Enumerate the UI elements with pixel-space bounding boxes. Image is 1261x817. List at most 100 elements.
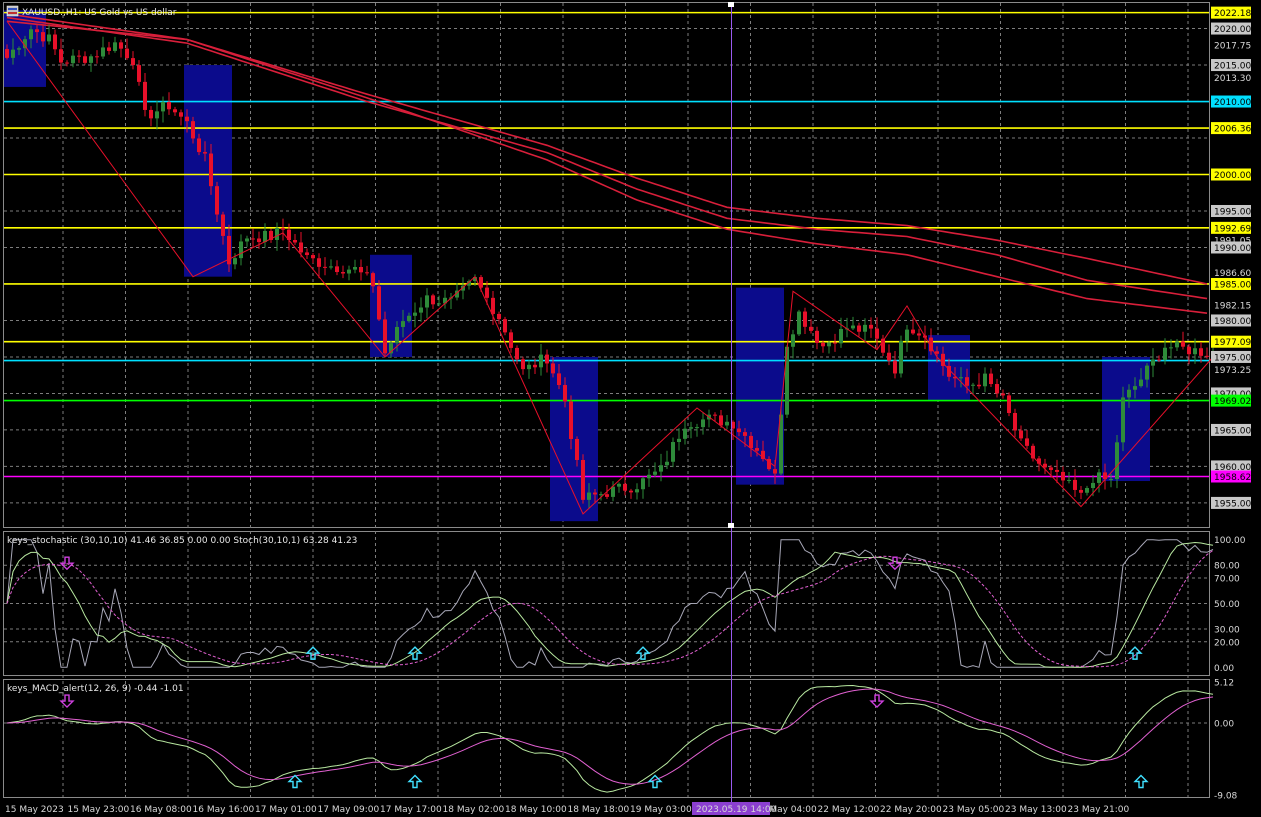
candle-bull [527, 364, 531, 370]
price-label: 2020.00 [1214, 25, 1251, 35]
candle-bull [239, 241, 243, 259]
candle-bear [167, 101, 171, 110]
candle-bear [1199, 348, 1203, 356]
candle-bull [413, 312, 417, 316]
stoch-fast-line [6, 539, 1214, 668]
candle-bull [263, 230, 267, 243]
candle-bear [53, 34, 57, 50]
time-label: 15 May 23:00 [68, 805, 130, 815]
candle-bull [1097, 472, 1101, 483]
candle-bull [401, 321, 405, 327]
price-label-box [1211, 168, 1251, 181]
candle-bear [35, 29, 39, 33]
candle-bear [935, 351, 939, 354]
candle-bear [605, 494, 609, 497]
stoch-axis-label: 50.00 [1214, 600, 1240, 610]
candle-bull [245, 238, 249, 242]
macd-panel [6, 684, 1214, 793]
price-label-box [1211, 335, 1251, 348]
main-chart-title: XAUUSD.,H1: US Gold vs US dollar [22, 8, 177, 18]
time-label: 19 May 03:00 [630, 805, 692, 815]
candle-bull [395, 326, 399, 344]
candle-bear [503, 319, 507, 333]
candle-bull [971, 384, 975, 386]
candle-bear [581, 459, 585, 500]
signal-box [184, 65, 232, 277]
stochastic-title: keys_stochastic (30,10,10) 41.46 36.85 0… [7, 536, 357, 546]
candle-bull [635, 489, 639, 493]
stochastic-panel [6, 539, 1214, 668]
candle-bear [179, 112, 183, 117]
candle-bull [347, 269, 351, 274]
price-label: 2015.00 [1214, 62, 1251, 72]
candle-bear [563, 385, 567, 402]
candle-bear [1079, 489, 1083, 493]
price-label-box [1211, 314, 1251, 327]
candle-bear [1103, 472, 1107, 480]
candle-bull [1163, 347, 1167, 361]
moving-averages [6, 13, 1208, 314]
candle-bear [833, 342, 837, 344]
cursor-handle-top[interactable] [728, 2, 734, 7]
candle-bear [1001, 393, 1005, 396]
candle-bear [5, 49, 9, 58]
zigzag-path [6, 20, 1214, 515]
candle-bull [1193, 348, 1197, 355]
candle-bull [677, 438, 681, 443]
candle-bear [311, 255, 315, 259]
candle-bear [431, 295, 435, 305]
candle-bull [611, 486, 615, 497]
time-label: 22 May 20:00 [880, 805, 942, 815]
candle-bear [575, 438, 579, 460]
stochastic-panel-frame [3, 531, 1210, 676]
candle-bull [437, 303, 441, 305]
candles [5, 24, 1215, 509]
stoch-axis-label: 0.00 [1214, 664, 1234, 674]
candle-bull [659, 465, 663, 472]
price-label: 1973.25 [1214, 366, 1251, 376]
candle-bull [1091, 482, 1095, 489]
horizontal-levels[interactable] [4, 11, 1209, 478]
price-label-box [1211, 241, 1251, 254]
price-label-box [1211, 6, 1251, 19]
candle-bull [701, 419, 705, 428]
candle-bear [251, 238, 255, 240]
candle-bear [821, 342, 825, 347]
candle-bull [797, 311, 801, 335]
macd-axis-label: -9.08 [1214, 792, 1238, 802]
candle-bear [83, 56, 87, 63]
candle-bull [827, 342, 831, 347]
candle-bear [221, 214, 225, 236]
cursor-handle-bottom[interactable] [728, 523, 734, 528]
price-label-box [1211, 22, 1251, 35]
candle-bear [305, 252, 309, 256]
candle-bear [137, 65, 141, 82]
candle-bear [1055, 469, 1059, 472]
candle-bear [869, 324, 873, 329]
candle-bear [989, 373, 993, 385]
buy-arrow-icon [407, 646, 423, 660]
candle-bear [1205, 355, 1209, 357]
candle-bull [779, 414, 783, 474]
candle-bull [47, 34, 51, 42]
candle-bear [1049, 467, 1053, 470]
time-label: 17 May 01:00 [255, 805, 317, 815]
candle-bear [215, 186, 219, 215]
candle-bull [1067, 479, 1071, 481]
buy-arrow-icon [635, 646, 651, 660]
candle-bear [1007, 395, 1011, 414]
price-label: 1991.05 [1214, 236, 1251, 246]
candle-bear [281, 227, 285, 230]
candle-bear [809, 326, 813, 331]
candle-bull [455, 290, 459, 298]
candle-bear [509, 332, 513, 348]
candle-bear [191, 121, 195, 139]
macd-title: keys_MACD_alert(12, 26, 9) -0.44 -1.01 [7, 684, 184, 694]
price-label: 1969.02 [1214, 397, 1251, 407]
stoch-axis-label: 100.00 [1214, 536, 1246, 546]
candle-bear [227, 235, 231, 265]
price-label: 1995.00 [1214, 207, 1251, 217]
cursor-time-label: 2023.05.19 14:00 [696, 805, 777, 815]
candle-bear [479, 277, 483, 288]
